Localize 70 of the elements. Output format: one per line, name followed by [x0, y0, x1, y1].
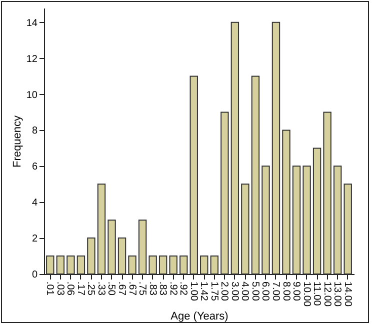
bar	[220, 112, 229, 274]
bar	[56, 256, 65, 274]
x-tick-label: .50	[106, 282, 117, 296]
bar	[97, 184, 106, 274]
x-tick-label: 9.00	[290, 282, 302, 302]
bar	[323, 112, 332, 274]
bar	[344, 184, 352, 274]
x-tick-label: 7.00	[270, 282, 281, 302]
y-tick-label: 2	[32, 234, 38, 245]
bar	[138, 220, 147, 274]
y-tick-label: 4	[32, 198, 38, 209]
x-tick-label: 3.00	[228, 282, 240, 302]
bar	[210, 256, 218, 274]
x-tick-label: .83	[157, 282, 168, 296]
x-tick-label: 1.00	[188, 282, 199, 302]
bar	[169, 256, 178, 274]
x-tick-label: 14.00	[342, 282, 353, 307]
x-tick-label: 2.00	[218, 282, 230, 302]
x-tick-label: .25	[85, 282, 96, 296]
x-tick-label: .83	[146, 282, 158, 296]
x-tick-label: 8.00	[280, 282, 292, 302]
bar	[148, 256, 157, 274]
bar	[180, 256, 188, 274]
y-tick-label: 6	[32, 162, 38, 173]
x-tick-label: 1.75	[208, 282, 220, 302]
y-tick-label: 0	[32, 270, 38, 280]
x-tick-label: .01	[44, 282, 56, 296]
bar	[312, 148, 322, 274]
x-tick-label: .17	[74, 282, 86, 296]
bar	[272, 22, 280, 274]
bar	[241, 184, 250, 274]
y-tick-label: 12	[26, 54, 38, 65]
bar	[282, 130, 290, 274]
y-tick-label: 14	[26, 18, 38, 29]
x-tick-label: 4.00	[239, 282, 250, 302]
bar	[128, 256, 136, 274]
bar	[200, 256, 208, 274]
x-tick-label: .33	[95, 282, 106, 296]
bar	[87, 238, 96, 274]
x-axis-title: Age (Years)	[170, 310, 228, 323]
bar	[190, 76, 198, 274]
bar	[66, 256, 75, 274]
x-tick-label: .92	[167, 282, 178, 296]
bar	[118, 238, 126, 274]
bar	[46, 256, 54, 274]
y-axis-title: Frequency	[11, 115, 24, 168]
bar	[333, 166, 342, 274]
x-tick-label: 13.00	[332, 282, 343, 307]
x-tick-label: 6.00	[260, 282, 271, 302]
x-tick-label: .03	[54, 282, 66, 296]
x-tick-label: 11.00	[311, 282, 322, 306]
bar	[302, 166, 311, 274]
y-tick-label: 8	[32, 126, 38, 137]
x-tick-label: 10.00	[300, 282, 312, 307]
x-tick-label: .75	[136, 282, 148, 296]
bar	[251, 76, 260, 274]
x-tick-label: .67	[126, 282, 138, 296]
x-tick-label: 1.42	[198, 282, 210, 302]
bar	[76, 256, 86, 274]
bar	[158, 256, 168, 274]
x-tick-label: .06	[64, 282, 76, 296]
x-tick-label: .92	[178, 282, 189, 296]
bar	[262, 166, 270, 274]
bar	[230, 22, 240, 274]
bar	[108, 220, 116, 274]
bar	[292, 166, 301, 274]
x-tick-label: .67	[116, 282, 128, 296]
y-tick-label: 10	[26, 90, 38, 101]
x-tick-label: 5.00	[249, 282, 260, 302]
x-tick-label: 12.00	[321, 282, 332, 307]
